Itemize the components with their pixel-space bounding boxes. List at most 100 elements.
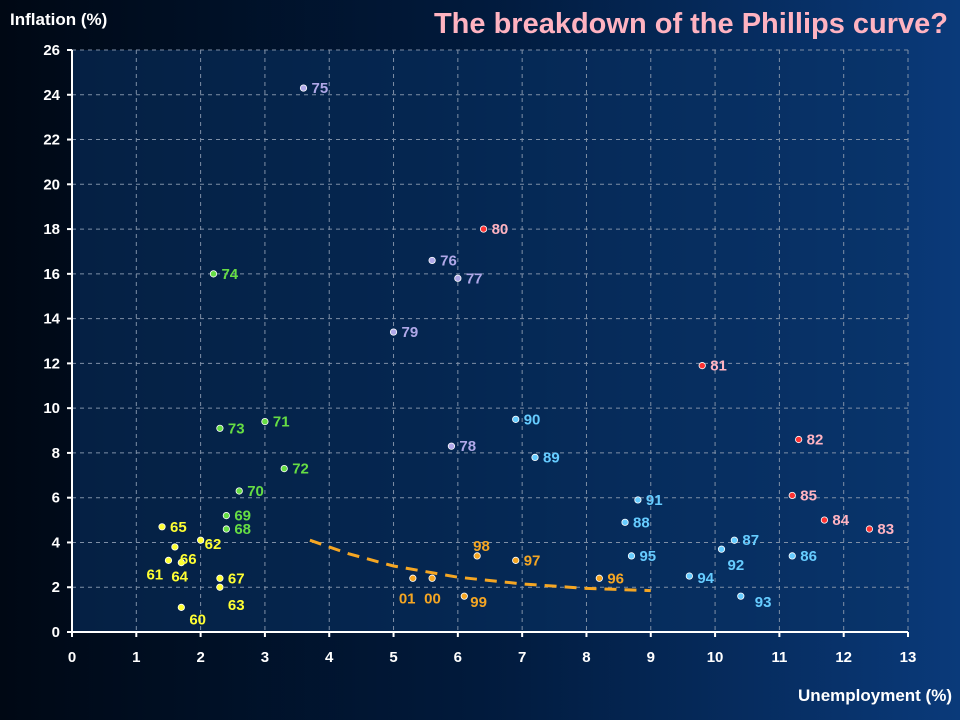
point-label: 64	[171, 569, 188, 586]
point-label: 78	[459, 438, 476, 455]
point-label: 94	[697, 570, 714, 587]
y-tick-label: 10	[43, 400, 60, 417]
data-point	[512, 415, 520, 423]
y-tick-label: 16	[43, 266, 60, 283]
data-point	[428, 256, 436, 265]
point-label: 68	[234, 521, 251, 538]
data-point	[634, 496, 642, 504]
data-point	[531, 453, 539, 461]
point-label: 66	[180, 551, 197, 568]
y-tick-label: 22	[43, 132, 60, 149]
point-label: 73	[228, 420, 245, 437]
data-point	[409, 574, 417, 582]
data-point	[389, 328, 398, 336]
x-tick-label: 0	[68, 649, 76, 666]
point-label: 75	[312, 80, 329, 97]
data-point	[177, 603, 185, 611]
point-label: 91	[646, 492, 663, 509]
x-tick-label: 13	[900, 649, 917, 666]
x-tick-label: 6	[454, 649, 462, 666]
y-tick-label: 4	[52, 534, 61, 551]
point-label: 99	[470, 594, 487, 611]
data-point	[595, 574, 603, 582]
data-point	[222, 511, 230, 520]
point-label: 87	[742, 532, 759, 549]
x-tick-label: 5	[389, 649, 397, 666]
point-label: 79	[402, 324, 419, 341]
point-label: 88	[633, 514, 650, 531]
point-label: 80	[492, 221, 509, 238]
x-tick-label: 2	[196, 649, 204, 666]
y-axis-label: Inflation (%)	[10, 10, 108, 29]
point-label: 81	[710, 358, 727, 375]
point-label: 67	[228, 570, 245, 587]
point-label: 63	[228, 597, 245, 614]
point-label: 62	[205, 536, 222, 553]
data-point	[209, 270, 218, 278]
point-label: 65	[170, 519, 187, 536]
point-label: 74	[221, 266, 238, 283]
y-tick-label: 18	[43, 221, 60, 238]
trend-curve	[309, 538, 651, 593]
x-tick-label: 11	[771, 649, 787, 666]
x-tick-label: 8	[582, 649, 590, 666]
x-tick-label: 12	[835, 649, 852, 666]
point-label: 90	[524, 411, 541, 428]
y-tick-label: 26	[43, 42, 60, 59]
point-label: 92	[728, 557, 745, 574]
data-point	[454, 274, 462, 282]
x-tick-label: 10	[707, 649, 724, 666]
y-tick-label: 0	[52, 624, 60, 641]
data-point	[171, 543, 179, 551]
point-label: 97	[524, 552, 541, 569]
y-tick-label: 12	[43, 355, 60, 372]
point-label: 95	[639, 548, 656, 565]
data-point	[473, 552, 481, 560]
data-point	[447, 442, 456, 450]
data-point	[788, 552, 796, 560]
data-point	[820, 516, 829, 524]
point-label: 86	[800, 548, 817, 565]
y-tick-label: 2	[52, 579, 60, 596]
data-point	[222, 525, 230, 533]
point-label: 61	[146, 566, 163, 583]
point-label: 89	[543, 449, 560, 466]
x-tick-label: 4	[325, 649, 334, 666]
point-label: 70	[247, 483, 264, 500]
y-tick-label: 14	[43, 311, 60, 328]
y-tick-label: 20	[43, 176, 60, 193]
data-point	[216, 424, 224, 432]
x-tick-label: 1	[132, 649, 140, 666]
point-label: 01	[399, 590, 416, 607]
data-point	[865, 525, 874, 533]
point-label: 00	[424, 590, 441, 607]
data-point	[428, 574, 436, 582]
chart-title: The breakdown of the Phillips curve?	[433, 8, 948, 40]
data-point	[717, 545, 726, 553]
point-label: 60	[189, 611, 206, 628]
data-point	[698, 362, 706, 370]
point-label: 82	[807, 431, 824, 448]
x-tick-label: 9	[647, 649, 655, 666]
x-axis-label: Unemployment (%)	[798, 686, 952, 705]
data-point	[216, 583, 224, 591]
data-point	[512, 556, 520, 564]
x-tick-label: 7	[518, 649, 526, 666]
data-point	[621, 518, 629, 526]
x-tick-label: 3	[261, 649, 269, 666]
point-label: 85	[800, 487, 817, 504]
data-point	[261, 417, 269, 426]
point-label: 96	[607, 570, 624, 587]
point-label: 84	[832, 512, 849, 529]
data-point	[685, 572, 693, 580]
point-label: 93	[755, 594, 772, 611]
data-point	[737, 592, 745, 600]
data-point	[235, 487, 243, 495]
point-label: 72	[292, 461, 309, 478]
y-tick-label: 24	[43, 87, 60, 104]
data-point	[788, 491, 796, 500]
data-point	[164, 556, 173, 564]
data-point	[460, 592, 468, 600]
